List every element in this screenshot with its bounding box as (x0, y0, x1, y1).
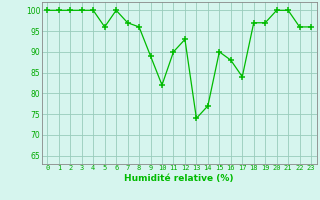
X-axis label: Humidité relative (%): Humidité relative (%) (124, 174, 234, 183)
